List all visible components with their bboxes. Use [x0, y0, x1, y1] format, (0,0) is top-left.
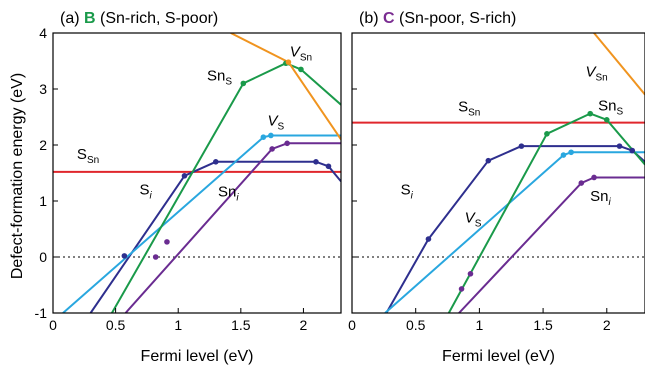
- transition-point: [616, 143, 623, 149]
- panel-tag: (b): [359, 10, 383, 27]
- series-line-s-i: [385, 145, 645, 313]
- panel-title: (b) C (Sn-poor, S-rich): [359, 10, 516, 27]
- x-tick-label: 1.5: [231, 317, 251, 333]
- y-axis-label: Defect-formation energy (eV): [9, 73, 26, 279]
- transition-point: [121, 253, 128, 259]
- series-label-sn-i: Sni: [218, 184, 239, 204]
- panel-condition: (Sn-rich, S-poor): [96, 10, 219, 27]
- transition-point: [485, 157, 492, 164]
- transition-point: [164, 239, 170, 245]
- transition-point: [425, 236, 432, 242]
- x-tick-label: 0.5: [406, 317, 426, 333]
- series-line-v-s: [384, 151, 645, 313]
- series-line-v-sn: [593, 33, 645, 96]
- series-label-v-sn: VSn: [290, 44, 312, 64]
- transition-point: [152, 254, 159, 260]
- series-label-s-sn: SSn: [77, 146, 99, 166]
- x-tick-label: 2: [603, 317, 611, 333]
- transition-point: [268, 132, 274, 139]
- y-tick-label: 4: [39, 25, 47, 41]
- transition-point: [458, 286, 465, 292]
- panel-tag: (a): [60, 10, 84, 27]
- transition-point: [587, 110, 594, 117]
- series-label-sn-s: SnS: [207, 68, 232, 88]
- series-label-v-sn: VSn: [585, 64, 607, 84]
- transition-point: [603, 117, 610, 123]
- x-tick-label: 1: [174, 317, 182, 333]
- transition-point: [467, 271, 474, 277]
- series-line-sn-i: [458, 176, 645, 313]
- transition-point: [578, 180, 585, 186]
- transition-point: [298, 66, 304, 73]
- y-tick-label: 0: [39, 249, 47, 265]
- transition-point: [260, 134, 267, 140]
- series-label-sn-s: SnS: [598, 97, 623, 117]
- transition-point: [518, 143, 525, 149]
- transition-point: [284, 140, 290, 147]
- series-label-sn-i: Sni: [590, 188, 611, 208]
- x-tick-label: 0: [49, 317, 57, 333]
- transition-point: [269, 146, 275, 152]
- series-line-s-i: [89, 160, 341, 313]
- plot-frame: [52, 32, 342, 314]
- series-line-v-sn: [230, 33, 341, 140]
- x-tick-label: 2: [300, 317, 308, 333]
- series-label-s-i: Si: [140, 181, 153, 201]
- transition-point: [568, 149, 574, 156]
- y-tick-label: 2: [39, 137, 47, 153]
- series-label-v-s: VS: [268, 112, 285, 132]
- x-axis-label: Fermi level (eV): [442, 348, 555, 365]
- series-line-sn-i: [124, 142, 341, 313]
- transition-point: [181, 173, 188, 179]
- panel-letter: C: [383, 10, 395, 27]
- transition-point: [560, 152, 567, 158]
- panel-title: (a) B (Sn-rich, S-poor): [60, 10, 218, 27]
- transition-point: [285, 59, 292, 65]
- series-label-v-s: VS: [465, 209, 482, 229]
- plot-frame: [351, 32, 645, 314]
- transition-point: [212, 159, 219, 165]
- transition-point: [591, 174, 597, 181]
- transition-point: [240, 80, 247, 87]
- transition-point: [325, 163, 332, 170]
- x-tick-label: 1.5: [533, 317, 553, 333]
- panel-letter: B: [84, 10, 96, 27]
- x-axis-label: Fermi level (eV): [141, 348, 254, 365]
- series-label-s-sn: SSn: [458, 98, 480, 118]
- transition-point: [313, 159, 319, 165]
- y-tick-label: 3: [39, 81, 47, 97]
- panel-condition: (Sn-poor, S-rich): [395, 10, 517, 27]
- x-tick-label: 1: [475, 317, 483, 333]
- panel-b: (b) C (Sn-poor, S-rich) 0 0.5 1 1.5 2 Fermi le…: [348, 10, 645, 365]
- transition-point: [629, 147, 636, 154]
- x-tick-label: 0.5: [106, 317, 126, 333]
- y-tick-label: 1: [39, 193, 47, 209]
- x-tick-label: 0: [348, 317, 356, 333]
- series-line-sn-s: [447, 112, 645, 313]
- y-tick-label: -1: [35, 305, 48, 321]
- series-label-s-i: Si: [401, 181, 414, 201]
- panel-a: (a) B (Sn-rich, S-poor)0 0.5 1 1.5 2-101234F…: [35, 10, 342, 365]
- transition-point: [544, 131, 550, 137]
